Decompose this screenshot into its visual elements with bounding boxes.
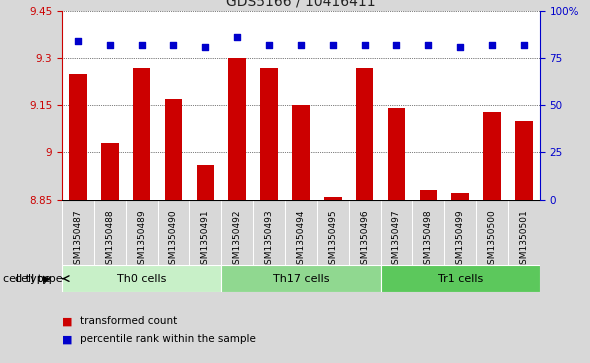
- Text: percentile rank within the sample: percentile rank within the sample: [80, 334, 255, 344]
- Bar: [483, 111, 501, 200]
- Point: [169, 42, 178, 48]
- Text: GSM1350499: GSM1350499: [455, 209, 465, 270]
- Bar: [260, 68, 278, 200]
- Bar: [419, 190, 437, 200]
- Point: [328, 42, 337, 48]
- Title: GDS5166 / 10416411: GDS5166 / 10416411: [226, 0, 376, 8]
- Bar: [228, 58, 246, 200]
- Text: GSM1350493: GSM1350493: [264, 209, 274, 270]
- Point: [360, 42, 369, 48]
- Text: GSM1350489: GSM1350489: [137, 209, 146, 270]
- Text: GSM1350492: GSM1350492: [232, 209, 242, 270]
- Text: cell type: cell type: [3, 274, 51, 284]
- Text: GSM1350495: GSM1350495: [328, 209, 337, 270]
- Text: ■: ■: [62, 334, 73, 344]
- Point: [392, 42, 401, 48]
- Text: GSM1350500: GSM1350500: [487, 209, 497, 270]
- Text: Th17 cells: Th17 cells: [273, 274, 329, 284]
- Bar: [133, 68, 150, 200]
- Point: [424, 42, 433, 48]
- Text: GSM1350487: GSM1350487: [73, 209, 83, 270]
- Point: [73, 38, 83, 44]
- Text: Tr1 cells: Tr1 cells: [438, 274, 483, 284]
- Point: [455, 44, 465, 50]
- Text: GSM1350494: GSM1350494: [296, 209, 306, 270]
- Point: [487, 42, 497, 48]
- Point: [201, 44, 210, 50]
- Text: transformed count: transformed count: [80, 316, 177, 326]
- Bar: [62, 265, 221, 292]
- Bar: [356, 68, 373, 200]
- Point: [137, 42, 146, 48]
- Text: Th0 cells: Th0 cells: [117, 274, 166, 284]
- Bar: [451, 193, 469, 200]
- Bar: [196, 165, 214, 200]
- Bar: [221, 265, 381, 292]
- Bar: [101, 143, 119, 200]
- Bar: [388, 109, 405, 200]
- Text: GSM1350491: GSM1350491: [201, 209, 210, 270]
- Text: GSM1350490: GSM1350490: [169, 209, 178, 270]
- Text: ▶: ▶: [42, 274, 50, 284]
- Point: [519, 42, 529, 48]
- Bar: [324, 196, 342, 200]
- Bar: [165, 99, 182, 200]
- Text: cell type: cell type: [15, 274, 63, 284]
- Text: GSM1350498: GSM1350498: [424, 209, 433, 270]
- Point: [232, 34, 242, 40]
- Bar: [292, 105, 310, 200]
- Text: GSM1350497: GSM1350497: [392, 209, 401, 270]
- Bar: [69, 74, 87, 200]
- Text: GSM1350496: GSM1350496: [360, 209, 369, 270]
- Text: GSM1350501: GSM1350501: [519, 209, 529, 270]
- Text: GSM1350488: GSM1350488: [105, 209, 114, 270]
- Point: [264, 42, 274, 48]
- Text: ■: ■: [62, 316, 73, 326]
- Point: [105, 42, 114, 48]
- Point: [296, 42, 306, 48]
- Bar: [381, 265, 540, 292]
- Bar: [515, 121, 533, 200]
